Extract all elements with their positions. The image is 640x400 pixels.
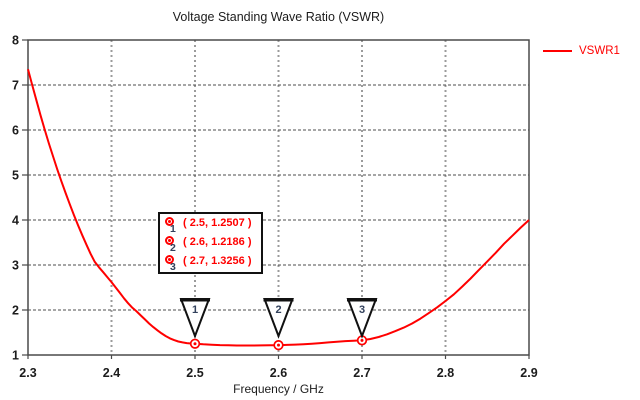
marker-coordinates: ( 2.7, 1.3256 )	[183, 255, 252, 267]
x-axis-label: Frequency / GHz	[233, 382, 324, 396]
curve-marker-dot	[360, 338, 364, 342]
y-tick-label: 8	[12, 34, 19, 48]
y-tick-label: 4	[12, 214, 19, 228]
marker-coordinates: ( 2.6, 1.2186 )	[183, 236, 252, 248]
chart-title: Voltage Standing Wave Ratio (VSWR)	[172, 10, 385, 24]
marker-flag-number: 2	[275, 304, 281, 316]
marker-index: 2	[170, 242, 176, 254]
legend-line-swatch	[543, 50, 572, 52]
marker-index: 3	[170, 261, 176, 273]
x-tick-label: 2.5	[186, 366, 203, 380]
marker-symbol: 3	[164, 254, 180, 273]
x-tick-label: 2.9	[520, 366, 537, 380]
curve-marker-dot	[277, 343, 280, 347]
x-tick-label: 2.8	[437, 366, 454, 380]
marker-flag-number: 3	[359, 304, 365, 316]
marker-coordinates: ( 2.5, 1.2507 )	[183, 217, 252, 229]
marker-readout-box[interactable]: 1 ( 2.5, 1.2507 ) 2 ( 2.6, 1.2186 ) 3 ( 2.7, …	[158, 212, 263, 274]
y-tick-label: 2	[12, 304, 19, 318]
legend: VSWR1	[543, 45, 620, 57]
circle-marker-icon	[165, 217, 174, 226]
marker-symbol: 1	[164, 216, 180, 235]
y-tick-label: 7	[12, 79, 19, 93]
marker-readout-row: 1 ( 2.5, 1.2507 )	[164, 216, 261, 235]
y-tick-label: 1	[12, 349, 19, 363]
marker-flag-number: 1	[192, 304, 198, 316]
x-tick-label: 2.6	[270, 366, 287, 380]
y-tick-label: 6	[12, 124, 19, 138]
marker-readout-row: 3 ( 2.7, 1.3256 )	[164, 254, 261, 273]
x-tick-label: 2.3	[19, 366, 36, 380]
x-tick-label: 2.4	[103, 366, 120, 380]
y-tick-label: 3	[12, 259, 19, 273]
legend-label: VSWR1	[579, 45, 620, 57]
curve-marker-dot	[193, 342, 197, 346]
marker-readout-row: 2 ( 2.6, 1.2186 )	[164, 235, 261, 254]
y-tick-label: 5	[12, 169, 19, 183]
circle-marker-icon	[165, 236, 174, 245]
x-tick-label: 2.7	[353, 366, 370, 380]
marker-index: 1	[170, 223, 176, 235]
circle-marker-icon	[165, 255, 174, 264]
marker-symbol: 2	[164, 235, 180, 254]
